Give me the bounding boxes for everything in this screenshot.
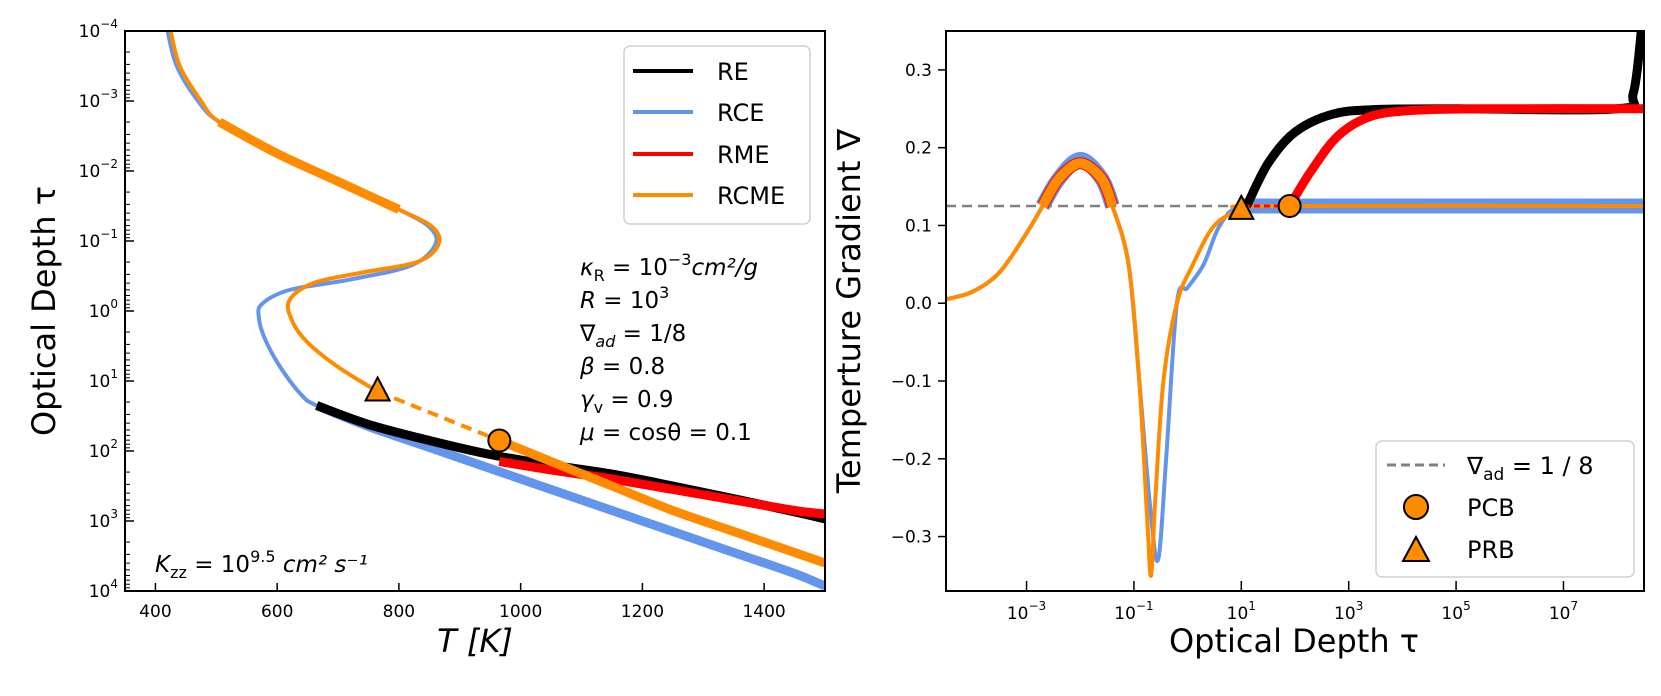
legend-label-rce: RCE xyxy=(717,99,764,127)
left-x-tick-label: 1000 xyxy=(499,602,542,622)
kzz-text: Kzz = 109.5 cm² s⁻¹ xyxy=(155,547,368,582)
right-y-tick-label: −0.3 xyxy=(891,528,932,548)
series-rcme-convective-bump xyxy=(1038,158,1118,209)
left-y-ticks: 10−4 10−3 10−2 10−1 100 101 102 103 104 xyxy=(79,17,134,602)
series-rcme-dashed-segment xyxy=(376,389,501,443)
legend-label-rme: RME xyxy=(717,141,770,169)
right-markers-group xyxy=(1227,193,1302,220)
left-legend-box xyxy=(623,45,811,225)
left-y-tick-label: 104 xyxy=(89,577,118,602)
right-x-tick-label: 105 xyxy=(1441,599,1470,624)
series-rcme-line xyxy=(168,31,442,394)
marker-pcb xyxy=(487,428,512,453)
param-line: ∇ad = 1/8 xyxy=(579,321,686,351)
left-x-tick-label: 1400 xyxy=(742,602,785,622)
legend-label-pcb: PCB xyxy=(1467,494,1515,522)
right-y-tick-label: 0.2 xyxy=(905,139,932,159)
left-y-tick-label: 10−4 xyxy=(79,17,118,42)
left-y-tick-label: 101 xyxy=(89,367,118,392)
right-x-tick-label: 10−3 xyxy=(1007,599,1046,624)
left-x-axis-label: T [K] xyxy=(437,622,513,660)
right-x-ticks: 10−3 10−1 101 103 105 107 xyxy=(1007,581,1578,624)
right-y-tick-label: −0.1 xyxy=(891,372,932,392)
left-series-group xyxy=(165,31,825,591)
marker-pcb xyxy=(1277,194,1302,218)
param-line: μ = cosθ = 0.1 xyxy=(579,420,752,446)
parameter-annotation: κR = 10−3cm²/gR = 103 ∇ad = 1/8 β = 0.8 γv … xyxy=(579,250,758,446)
param-line: γv = 0.9 xyxy=(580,387,674,417)
series-rcme-thick-segment xyxy=(217,118,401,214)
left-y-tick-label: 102 xyxy=(89,437,118,462)
left-x-tick-label: 400 xyxy=(139,602,171,622)
right-y-tick-label: 0.3 xyxy=(905,61,932,81)
marker-prb xyxy=(363,375,392,402)
left-markers-group xyxy=(363,375,512,453)
left-x-tick-label: 1200 xyxy=(621,602,664,622)
left-legend: RE RCE RME RCME xyxy=(623,45,811,225)
left-x-ticks: 400 600 800 1000 1200 1400 xyxy=(139,583,786,622)
param-line: β = 0.8 xyxy=(579,354,665,380)
legend-label-prb: PRB xyxy=(1467,536,1515,564)
right-legend: ∇ad = 1 / 8 PCB PRB xyxy=(1375,440,1635,578)
left-chart: 10−4 10−3 10−2 10−1 100 101 102 103 104 400 600 80… xyxy=(25,17,826,660)
right-x-tick-label: 101 xyxy=(1227,599,1256,624)
left-x-tick-label: 800 xyxy=(383,602,415,622)
legend-pcb-circle-icon xyxy=(1403,494,1429,520)
left-y-tick-label: 10−3 xyxy=(79,87,118,112)
series-rcme-thick-segment xyxy=(497,436,825,568)
right-y-ticks: −0.3 −0.2 −0.1 0.0 0.1 0.2 0.3 xyxy=(891,61,946,548)
right-legend-box xyxy=(1375,440,1635,578)
left-y-axis-label: Optical Depth τ xyxy=(25,186,63,436)
series-rce-thick-segment xyxy=(315,401,825,591)
series-rme-gradient-line xyxy=(1285,104,1644,209)
legend-label-re: RE xyxy=(717,58,749,86)
param-line: κR = 10−3cm²/g xyxy=(580,250,758,285)
right-x-tick-label: 10−1 xyxy=(1114,599,1153,624)
right-y-tick-label: −0.2 xyxy=(891,450,932,470)
right-y-tick-label: 0.0 xyxy=(905,294,932,314)
right-x-tick-label: 103 xyxy=(1334,599,1363,624)
legend-label-rcme: RCME xyxy=(717,182,785,210)
param-line: R = 103 xyxy=(580,283,669,314)
legend-prb-triangle-icon xyxy=(1401,534,1431,562)
legend-label-nabla-ad: ∇ad = 1 / 8 xyxy=(1466,452,1594,485)
kzz-annotation: Kzz = 109.5 cm² s⁻¹ xyxy=(155,547,368,582)
left-x-tick-label: 600 xyxy=(261,602,293,622)
right-y-tick-label: 0.1 xyxy=(905,216,932,236)
left-y-tick-label: 100 xyxy=(89,297,118,322)
left-y-tick-label: 10−1 xyxy=(79,227,118,252)
right-chart: −0.3−0.2−0.10.00.10.20.3 10−3 10−1 101 103 1… xyxy=(830,30,1645,660)
right-y-axis-label: Temperture Gradient ∇ xyxy=(830,128,868,494)
right-x-axis-label: Optical Depth τ xyxy=(1169,622,1419,660)
marker-prb xyxy=(1227,193,1255,220)
right-plot-frame xyxy=(945,30,1645,592)
left-y-tick-label: 103 xyxy=(89,507,118,532)
left-y-tick-label: 10−2 xyxy=(79,157,118,182)
series-rme-line xyxy=(498,457,825,519)
right-x-tick-label: 107 xyxy=(1549,599,1578,624)
